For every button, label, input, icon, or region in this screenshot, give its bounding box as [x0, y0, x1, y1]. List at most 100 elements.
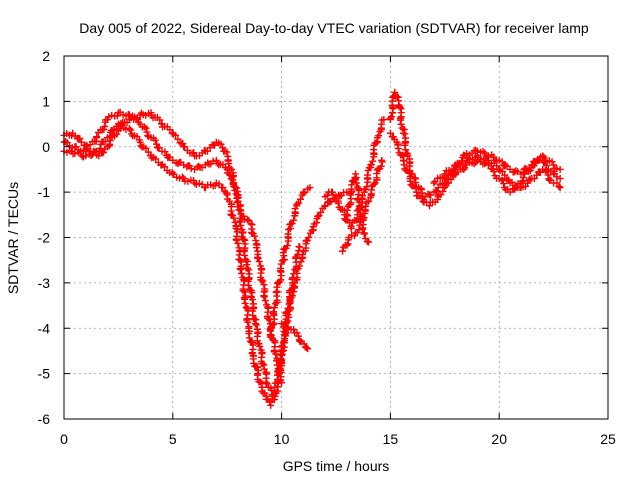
- data-point: [293, 329, 301, 337]
- data-point: [253, 363, 261, 371]
- data-point: [187, 165, 195, 173]
- data-point: [62, 138, 70, 146]
- data-point: [82, 141, 90, 149]
- data-point: [288, 219, 296, 227]
- series-arc-6: [321, 116, 388, 232]
- grid-lines: [64, 56, 608, 419]
- y-tick-label: -5: [38, 366, 51, 382]
- data-point: [293, 200, 301, 208]
- data-point: [209, 157, 217, 165]
- data-point: [143, 128, 151, 136]
- data-point: [204, 147, 212, 155]
- data-point: [290, 325, 298, 333]
- x-tick-label: 20: [491, 431, 507, 447]
- data-point: [540, 153, 548, 161]
- data-point: [244, 257, 252, 265]
- data-point: [387, 113, 395, 121]
- data-point: [542, 162, 550, 170]
- data-point: [305, 233, 313, 241]
- data-point: [251, 232, 259, 240]
- series-arc-7: [339, 156, 386, 255]
- data-point: [370, 180, 378, 188]
- data-point: [260, 281, 268, 289]
- data-point: [440, 173, 448, 181]
- data-point: [225, 160, 233, 168]
- data-point: [484, 152, 492, 160]
- data-point: [290, 216, 298, 224]
- data-point: [294, 332, 302, 340]
- data-point: [144, 148, 152, 156]
- data-point: [282, 309, 290, 317]
- data-point: [380, 116, 388, 124]
- data-point: [76, 135, 84, 143]
- data-point: [306, 184, 314, 192]
- data-point: [534, 156, 542, 164]
- data-point: [539, 152, 547, 160]
- data-point: [181, 143, 189, 151]
- data-point: [449, 165, 457, 173]
- data-point: [261, 389, 269, 397]
- data-point: [401, 130, 409, 138]
- data-point: [101, 137, 109, 145]
- data-point: [481, 160, 489, 168]
- data-point: [334, 199, 342, 207]
- data-point: [174, 135, 182, 143]
- data-point: [287, 287, 295, 295]
- data-point: [386, 129, 394, 137]
- data-point: [439, 187, 447, 195]
- data-point: [244, 216, 252, 224]
- data-point: [356, 209, 364, 217]
- data-point: [142, 144, 150, 152]
- y-tick-label: 0: [42, 139, 50, 155]
- data-point: [252, 321, 260, 329]
- data-point: [255, 258, 263, 266]
- data-point: [326, 198, 334, 206]
- data-point: [156, 116, 164, 124]
- series-arc-8: [343, 170, 373, 246]
- data-point: [550, 161, 558, 169]
- data-point: [499, 177, 507, 185]
- data-point: [378, 156, 386, 164]
- data-point: [161, 148, 169, 156]
- data-point: [396, 103, 404, 111]
- data-point: [323, 191, 331, 199]
- data-point: [406, 177, 414, 185]
- data-point: [556, 175, 564, 183]
- x-ticks: 0 5 10 15 20 25: [60, 56, 616, 447]
- data-point: [178, 173, 186, 181]
- data-point: [412, 178, 420, 186]
- data-point: [302, 344, 310, 352]
- data-point: [438, 174, 446, 182]
- data-point: [244, 264, 252, 272]
- data-point: [240, 212, 248, 220]
- data-point: [358, 192, 366, 200]
- data-point: [234, 197, 242, 205]
- series-arc-2: [60, 108, 304, 400]
- data-point: [239, 287, 247, 295]
- data-point: [200, 146, 208, 154]
- data-point: [241, 299, 249, 307]
- data-point: [259, 277, 267, 285]
- data-point: [360, 230, 368, 238]
- data-point: [343, 206, 351, 214]
- data-point: [234, 239, 242, 247]
- data-point: [151, 136, 159, 144]
- data-point: [260, 293, 268, 301]
- data-point: [498, 158, 506, 166]
- data-point: [391, 88, 399, 96]
- data-point: [204, 159, 212, 167]
- data-point: [113, 112, 121, 120]
- series-arc-9: [386, 88, 564, 201]
- data-point: [352, 179, 360, 187]
- data-point: [386, 114, 394, 122]
- data-point: [245, 334, 253, 342]
- data-point: [291, 266, 299, 274]
- data-point: [236, 218, 244, 226]
- data-point: [270, 304, 278, 312]
- data-point: [548, 158, 556, 166]
- data-point: [279, 339, 287, 347]
- data-point: [113, 130, 121, 138]
- data-point: [343, 241, 351, 249]
- data-point: [136, 138, 144, 146]
